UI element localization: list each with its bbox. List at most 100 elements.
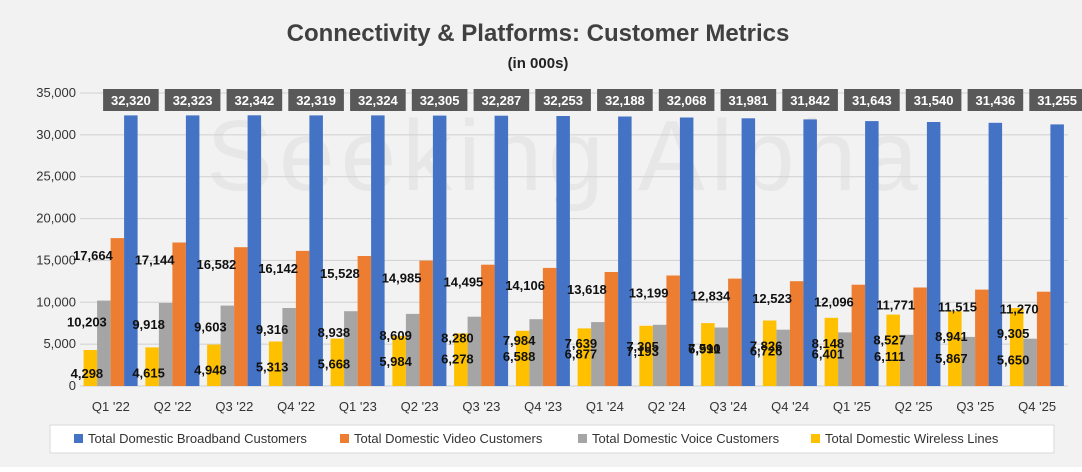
bar [591,322,605,386]
x-tick-label: Q3 '25 [956,399,994,414]
x-tick-label: Q4 '24 [771,399,809,414]
data-label: 7,193 [626,344,659,359]
bar [652,324,667,386]
bar [577,328,592,386]
bar [97,300,111,386]
x-tick-label: Q3 '22 [215,399,253,414]
data-label: 6,401 [812,346,845,361]
data-label: 4,615 [132,365,165,380]
data-label-box [226,89,283,111]
bar [838,332,852,386]
x-tick-label: Q1 '24 [586,399,624,414]
x-tick-label: Q4 '23 [524,399,562,414]
data-label-box [164,89,221,111]
bar [207,344,221,386]
bar [494,115,509,386]
legend-label: Total Domestic Wireless Lines [825,431,999,446]
chart-title: Connectivity & Platforms: Customer Metri… [287,20,790,47]
data-label-box [1029,89,1082,111]
bar [309,115,323,387]
data-label: 8,609 [379,328,412,343]
data-label: 8,148 [812,336,845,351]
bar [268,341,283,386]
x-tick-label: Q2 '24 [648,399,686,414]
data-label: 7,305 [626,339,659,354]
bar [556,116,570,386]
bar [330,338,345,386]
bar [405,313,420,386]
data-label-box [597,89,653,111]
bar [865,121,879,386]
bar [961,336,976,386]
y-tick-label: 35,000 [36,85,76,100]
data-label: 31,436 [976,93,1016,108]
bar [344,311,358,386]
x-axis: Q1 '22 Q2 '22 Q3 '22 Q4 '22 Q1 '23 Q2 '23 Q3 '… [92,399,1056,414]
legend-swatch [74,434,83,443]
data-label: 6,278 [441,351,474,366]
data-label: 10,203 [67,315,107,330]
bar [1023,338,1037,386]
data-label: 32,287 [482,93,522,108]
data-label: 17,144 [135,253,176,268]
bar [604,272,619,386]
data-label: 32,068 [667,93,707,108]
y-tick-label: 30,000 [36,127,76,142]
y-tick-label: 5,000 [43,336,76,351]
data-label: 7,639 [565,336,598,351]
legend-label: Total Domestic Broadband Customers [88,431,307,446]
data-label-box [782,89,838,111]
y-tick-label: 25,000 [36,169,76,184]
data-label: 6,991 [688,342,721,357]
data-label: 6,111 [874,349,905,364]
bar [728,278,742,386]
data-label: 32,253 [543,93,583,108]
x-tick-label: Q3 '23 [462,399,500,414]
legend-label: Total Domestic Voice Customers [592,431,780,446]
bar [741,118,756,387]
legend-swatch [578,434,587,443]
data-label: 12,523 [752,291,792,306]
data-label: 9,603 [194,320,227,335]
data-label-box [288,89,344,111]
data-label: 5,984 [379,354,412,369]
bar [666,275,680,386]
data-label: 14,106 [505,278,545,293]
bar [481,264,495,386]
bar [515,330,530,386]
bar [247,115,262,387]
data-label: 31,981 [729,93,769,108]
data-label: 32,305 [420,93,460,108]
data-label: 16,142 [258,261,298,276]
data-label-box [411,89,468,111]
data-label-box [905,89,962,111]
data-label: 32,319 [296,93,336,108]
data-label: 5,313 [256,360,289,375]
bars-group [83,115,1064,387]
data-label: 8,280 [441,331,474,346]
data-labels-group: 4,298 4,615 4,948 5,313 5,668 5,984 6,278 6,588… [67,89,1082,381]
bar [172,242,186,386]
data-label: 31,643 [852,93,892,108]
bar [124,115,138,387]
bar [776,329,790,386]
data-label: 15,528 [320,266,360,281]
bar [467,316,482,386]
data-label: 32,342 [235,93,275,108]
data-label: 7,826 [750,339,783,354]
bar [886,314,900,386]
data-label: 16,582 [197,257,237,272]
bar [83,350,98,386]
x-tick-label: Q1 '22 [92,399,130,414]
data-label: 4,948 [194,363,227,378]
data-label: 7,510 [688,341,721,356]
bar [824,317,839,386]
data-label: 11,771 [876,298,915,313]
legend-swatch [340,434,349,443]
bar [789,281,804,386]
x-tick-label: Q1 '23 [339,399,377,414]
bar [975,289,989,386]
bar [282,308,296,386]
data-label: 9,316 [256,322,289,337]
